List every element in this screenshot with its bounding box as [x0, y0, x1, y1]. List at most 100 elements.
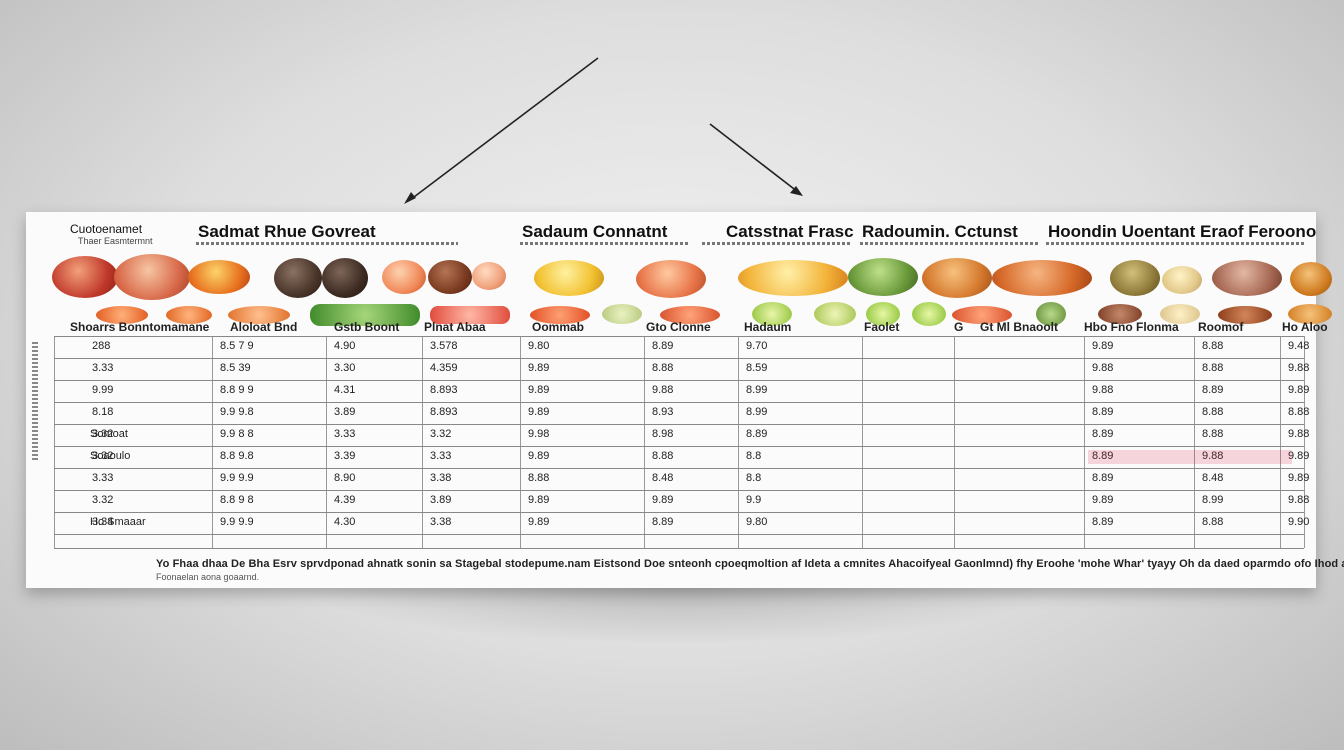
table-row-divider	[54, 490, 1304, 491]
table-cell: 9.88	[1288, 362, 1310, 374]
table-cell: 8.88	[652, 362, 674, 374]
column-header: Ho Aloo	[1282, 320, 1328, 334]
table-cell: 4.359	[430, 362, 458, 374]
food-image	[752, 302, 792, 326]
table-cell: 9.89	[1092, 340, 1114, 352]
table-cell: 8.93	[652, 406, 674, 418]
column-header: Oommab	[532, 320, 585, 334]
column-header: G	[954, 320, 964, 334]
table-cell: 3.578	[430, 340, 458, 352]
highlighted-row	[1088, 450, 1292, 464]
table-column-divider	[326, 336, 327, 548]
column-header: Shoarrs Bonntomamane	[70, 320, 210, 334]
table-cell: 8.88	[528, 472, 550, 484]
food-image	[636, 260, 706, 298]
table-cell: 3.33	[334, 428, 356, 440]
food-image	[1160, 304, 1200, 324]
food-image	[1098, 304, 1142, 324]
table-cell: 9.88	[652, 384, 674, 396]
table-cell: 8.88	[1202, 516, 1224, 528]
column-header: Hbo Fno Flonma	[1084, 320, 1179, 334]
column-header: Aloloat Bnd	[230, 320, 298, 334]
food-image	[866, 302, 900, 326]
table-cell: 8.8	[746, 450, 762, 462]
table-cell: 4.90	[334, 340, 356, 352]
table-cell: 8.89	[746, 428, 768, 440]
nutrition-table: Shoarrs Bonntomamane Aloloat Bnd Gstb Boon…	[54, 320, 1328, 549]
table-cell: 8.89	[1092, 450, 1114, 462]
table-cell: 8.5 39	[220, 362, 251, 374]
food-image	[188, 260, 250, 294]
title-underline	[196, 242, 458, 245]
table-cell: 3.34	[92, 516, 114, 528]
section-title-3: Catsstnat Frasc	[726, 222, 854, 241]
arrow-right-head	[790, 186, 803, 196]
table-cell: 9.89	[652, 494, 674, 506]
table-cell: 8.89	[1092, 472, 1114, 484]
table-cell: 9.70	[746, 340, 768, 352]
title-underline	[1046, 242, 1306, 245]
arrow-left-head	[404, 192, 416, 204]
table-cell: 4.31	[334, 384, 356, 396]
table-cell: 9.89	[1092, 494, 1114, 506]
table-cell: 8.89	[652, 340, 674, 352]
table-cell: 3.33	[430, 450, 452, 462]
table-row-divider	[54, 424, 1304, 425]
table-cell: 4.39	[334, 494, 356, 506]
column-header: Gto Clonne	[646, 320, 711, 334]
table-cell: 8.98	[652, 428, 674, 440]
table-cell: 8.48	[1202, 472, 1224, 484]
table-row-divider	[54, 534, 1304, 535]
table-cell: 3.30	[334, 362, 356, 374]
table-cell: 8.88	[1202, 362, 1224, 374]
food-image-row	[52, 252, 1332, 302]
food-image	[114, 254, 190, 300]
arrow-left-line	[409, 57, 599, 201]
table-cell: 3.32	[92, 450, 114, 462]
table-cell: 8.8 9.8	[220, 450, 254, 462]
title-underline	[860, 242, 1038, 245]
table-cell: 9.89	[528, 516, 550, 528]
table-cell: 8.89	[1092, 516, 1114, 528]
table-row-divider	[54, 468, 1304, 469]
table-cell: 9.89	[528, 362, 550, 374]
table-cell: 9.89	[1288, 384, 1310, 396]
title-underline	[702, 242, 852, 245]
food-image	[52, 256, 118, 298]
table-cell: 8.48	[652, 472, 674, 484]
table-cell: 8.88	[1202, 428, 1224, 440]
table-row-divider	[54, 548, 1304, 549]
section-title-5: Hoondin Uoentant Eraof Feroono	[1048, 222, 1317, 241]
table-cell: 3.39	[334, 450, 356, 462]
food-image	[1036, 302, 1066, 326]
table-cell: 8.99	[746, 406, 768, 418]
table-cell: 9.9 8 8	[220, 428, 254, 440]
food-image	[814, 302, 856, 326]
column-header: Hadaum	[744, 320, 792, 334]
food-image	[922, 258, 992, 298]
table-row-divider	[54, 380, 1304, 381]
food-image	[1212, 260, 1282, 296]
food-image	[430, 306, 510, 324]
table-cell: 9.90	[1288, 516, 1310, 528]
table-cell: 3.32	[92, 494, 114, 506]
table-column-divider	[1304, 336, 1305, 548]
table-cell: 9.88	[1288, 428, 1310, 440]
table-cell: 8.89	[1202, 384, 1224, 396]
row-label: Ho Smaaar	[90, 516, 146, 528]
table-column-divider	[644, 336, 645, 548]
food-image	[738, 260, 848, 296]
table-cell: 9.9 9.9	[220, 516, 254, 528]
food-image	[848, 258, 918, 296]
table-column-divider	[1280, 336, 1281, 548]
table-cell: 8.99	[746, 384, 768, 396]
table-cell: 8.99	[1202, 494, 1224, 506]
table-cell: 9.89	[1288, 472, 1310, 484]
table-cell: 3.38	[430, 516, 452, 528]
table-cell: 9.9 9.9	[220, 472, 254, 484]
food-image	[660, 306, 720, 324]
food-image	[274, 258, 322, 298]
table-cell: 9.9 9.8	[220, 406, 254, 418]
food-image	[228, 306, 290, 324]
section-title-2: Sadaum Connatnt	[522, 222, 668, 241]
